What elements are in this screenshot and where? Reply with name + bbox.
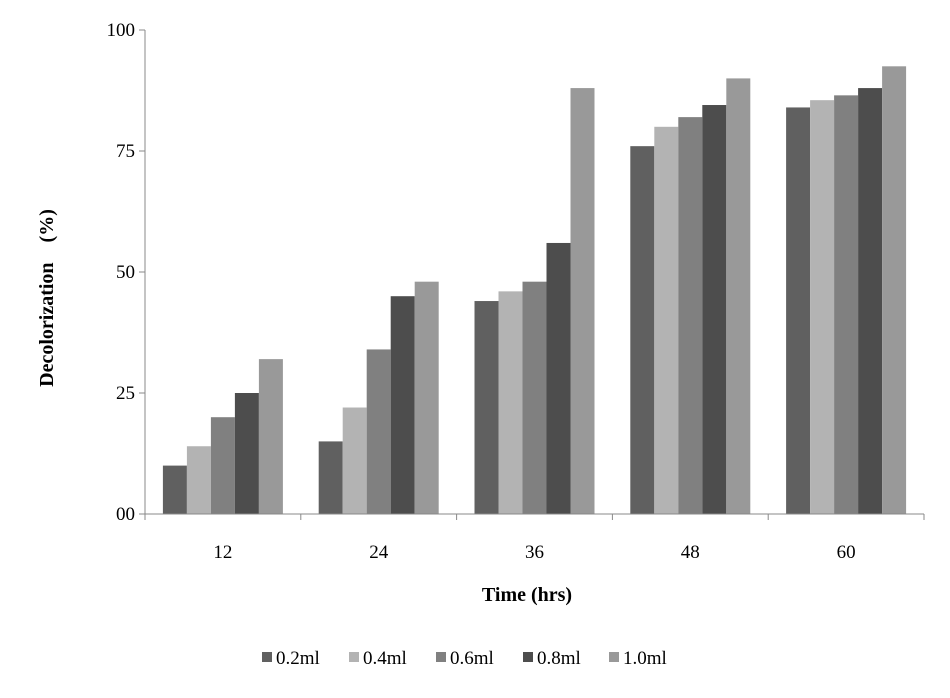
bar-0.6ml-48: [678, 117, 703, 515]
bar-1.0ml-36: [570, 88, 595, 514]
bar-1.0ml-48: [726, 78, 751, 515]
legend-label: 0.4ml: [363, 648, 407, 669]
bar-0.8ml-24: [390, 296, 415, 514]
bar-0.4ml-12: [186, 446, 211, 514]
x-tick-label: 60: [837, 542, 856, 563]
legend-label: 0.6ml: [450, 648, 494, 669]
x-tick-label: 24: [369, 542, 389, 563]
legend-swatch: [262, 652, 272, 662]
bar-0.8ml-60: [858, 88, 883, 514]
bar-0.2ml-48: [630, 146, 655, 514]
bar-0.2ml-60: [786, 107, 811, 514]
x-tick-label: 36: [525, 542, 544, 563]
legend-item-1.0ml: 1.0ml: [609, 648, 667, 669]
y-tick-label: 00: [116, 504, 135, 525]
y-tick-label: 75: [116, 141, 135, 162]
legend: 0.2ml 0.4ml 0.6ml 0.8ml 1.0ml: [262, 648, 667, 669]
x-axis-title: Time (hrs): [482, 584, 572, 606]
bar-1.0ml-24: [414, 281, 439, 514]
legend-swatch: [523, 652, 533, 662]
bar-1.0ml-60: [882, 66, 907, 515]
legend-label: 0.8ml: [537, 648, 581, 669]
bar-0.2ml-36: [474, 301, 499, 514]
y-axis-title: Decolorization (%): [36, 209, 58, 387]
bar-0.8ml-36: [546, 242, 571, 514]
legend-item-0.2ml: 0.2ml: [262, 648, 320, 669]
bar-0.2ml-12: [162, 465, 187, 514]
legend-label: 1.0ml: [623, 648, 667, 669]
bar-0.4ml-36: [498, 291, 523, 514]
y-ticks-layer: 00 25 50 75 100: [107, 20, 145, 525]
bar-0.6ml-60: [834, 95, 859, 514]
y-tick-label: 50: [116, 262, 135, 283]
bar-0.6ml-12: [210, 417, 235, 514]
bar-0.8ml-12: [234, 393, 259, 514]
bar-1.0ml-12: [258, 359, 283, 514]
bar-0.2ml-24: [318, 441, 343, 514]
x-tick-label: 48: [681, 542, 700, 563]
bar-0.6ml-24: [366, 349, 391, 514]
legend-swatch: [436, 652, 446, 662]
bar-0.4ml-24: [342, 407, 367, 514]
y-tick-label: 25: [116, 383, 135, 404]
legend-item-0.8ml: 0.8ml: [523, 648, 581, 669]
bar-0.8ml-48: [702, 105, 727, 515]
legend-item-0.6ml: 0.6ml: [436, 648, 494, 669]
y-tick-label: 100: [107, 20, 136, 41]
legend-swatch: [609, 652, 619, 662]
legend-swatch: [349, 652, 359, 662]
bar-0.4ml-60: [810, 100, 835, 515]
legend-item-0.4ml: 0.4ml: [349, 648, 407, 669]
bars-layer: [162, 66, 907, 515]
x-ticks-layer: 12 24 36 48 60: [144, 514, 925, 563]
legend-label: 0.2ml: [276, 648, 320, 669]
x-tick-label: 12: [213, 542, 232, 563]
bar-0.6ml-36: [522, 281, 547, 514]
bar-0.4ml-48: [654, 126, 679, 515]
